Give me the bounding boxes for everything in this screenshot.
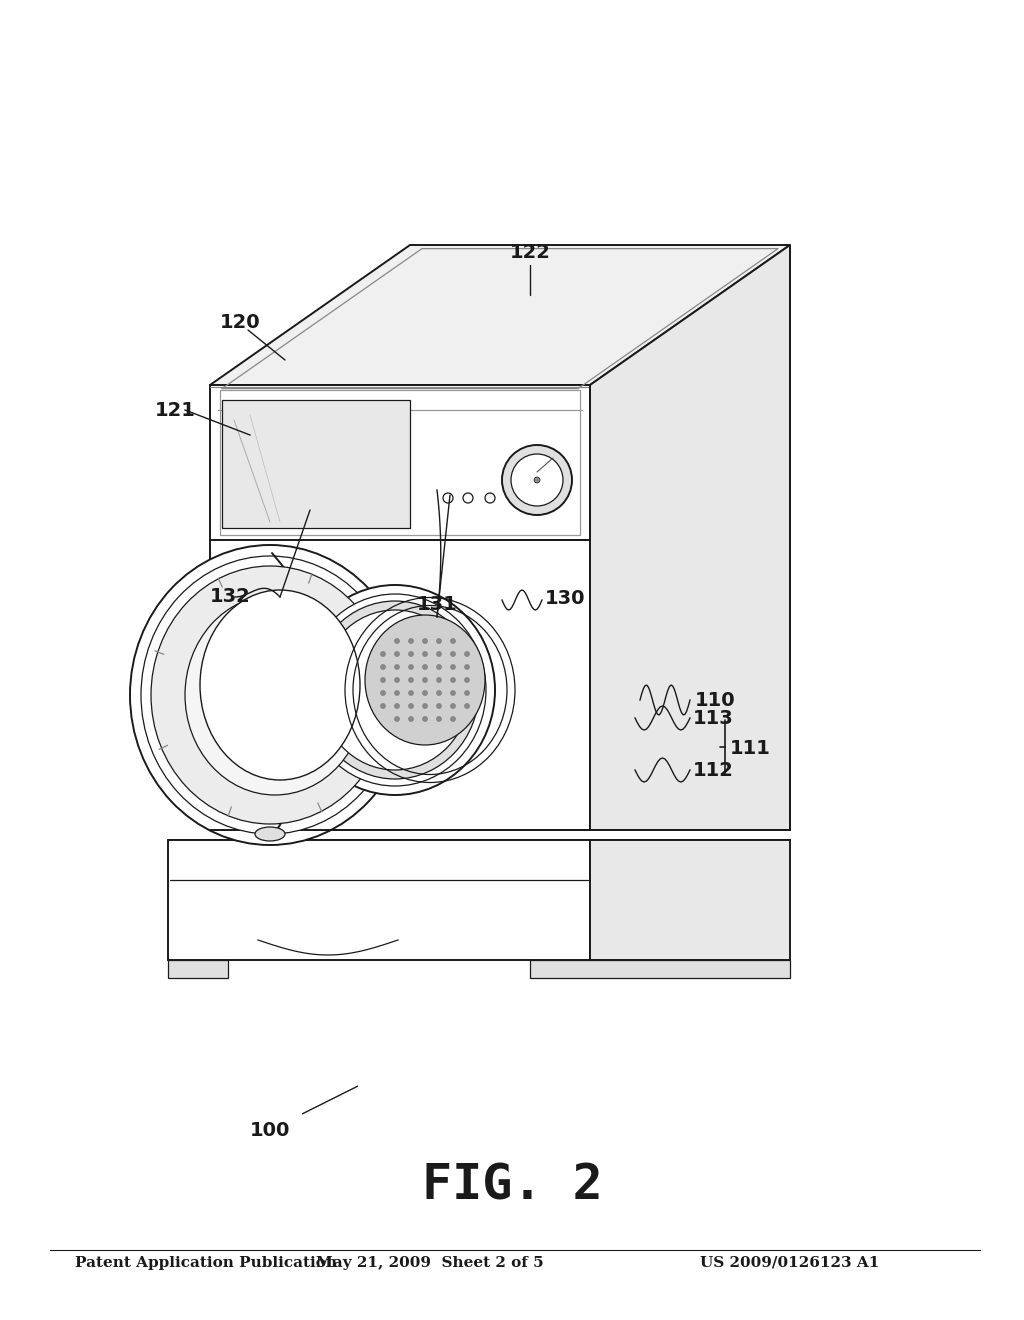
Text: 132: 132 [210,587,251,606]
Polygon shape [210,246,790,385]
Ellipse shape [394,639,399,644]
Ellipse shape [381,664,385,669]
Ellipse shape [485,492,495,503]
Ellipse shape [436,677,441,682]
Ellipse shape [255,828,285,841]
Ellipse shape [394,664,399,669]
Text: 110: 110 [695,690,735,710]
Ellipse shape [200,590,360,780]
Ellipse shape [381,690,385,696]
Text: 121: 121 [155,400,196,420]
Ellipse shape [394,690,399,696]
Ellipse shape [443,492,453,503]
Ellipse shape [502,445,572,515]
Ellipse shape [394,652,399,656]
Ellipse shape [311,601,479,779]
Ellipse shape [436,690,441,696]
Text: Patent Application Publication: Patent Application Publication [75,1257,337,1270]
Ellipse shape [465,677,469,682]
Ellipse shape [436,717,441,722]
Ellipse shape [409,677,414,682]
Polygon shape [222,400,410,528]
Ellipse shape [151,566,389,824]
Ellipse shape [451,704,456,709]
Text: 120: 120 [220,313,261,331]
Text: 130: 130 [545,589,586,607]
Ellipse shape [436,652,441,656]
Text: 100: 100 [250,1121,290,1139]
Ellipse shape [409,704,414,709]
Ellipse shape [409,717,414,722]
Ellipse shape [409,652,414,656]
Ellipse shape [381,652,385,656]
Polygon shape [590,246,790,830]
Ellipse shape [465,704,469,709]
Text: FIG. 2: FIG. 2 [422,1162,602,1209]
Ellipse shape [451,677,456,682]
Ellipse shape [365,615,485,744]
Polygon shape [210,385,590,830]
Ellipse shape [463,492,473,503]
Ellipse shape [130,545,410,845]
Ellipse shape [511,454,563,506]
Ellipse shape [304,594,486,785]
Ellipse shape [394,677,399,682]
Ellipse shape [436,664,441,669]
Ellipse shape [381,704,385,709]
Text: 131: 131 [417,595,458,615]
Text: 112: 112 [693,760,734,780]
Ellipse shape [451,639,456,644]
Ellipse shape [319,610,470,770]
Ellipse shape [295,585,495,795]
Ellipse shape [394,717,399,722]
Ellipse shape [409,690,414,696]
Polygon shape [168,840,590,960]
Ellipse shape [423,639,427,644]
Text: 122: 122 [510,243,551,263]
Text: May 21, 2009  Sheet 2 of 5: May 21, 2009 Sheet 2 of 5 [316,1257,544,1270]
Ellipse shape [185,595,365,795]
Ellipse shape [436,704,441,709]
Text: 111: 111 [730,738,771,758]
Ellipse shape [381,677,385,682]
Ellipse shape [436,639,441,644]
Text: 113: 113 [693,709,734,727]
Polygon shape [590,840,790,960]
Ellipse shape [423,677,427,682]
Ellipse shape [423,704,427,709]
Ellipse shape [141,556,399,834]
Ellipse shape [423,717,427,722]
Ellipse shape [451,717,456,722]
Ellipse shape [423,652,427,656]
Text: US 2009/0126123 A1: US 2009/0126123 A1 [700,1257,880,1270]
Ellipse shape [451,664,456,669]
Ellipse shape [465,690,469,696]
Polygon shape [530,960,790,978]
Polygon shape [168,960,228,978]
Ellipse shape [394,704,399,709]
Ellipse shape [465,652,469,656]
Ellipse shape [534,477,540,483]
Ellipse shape [409,639,414,644]
Ellipse shape [451,652,456,656]
Ellipse shape [409,664,414,669]
Ellipse shape [423,690,427,696]
Ellipse shape [451,690,456,696]
Ellipse shape [423,664,427,669]
Ellipse shape [465,664,469,669]
